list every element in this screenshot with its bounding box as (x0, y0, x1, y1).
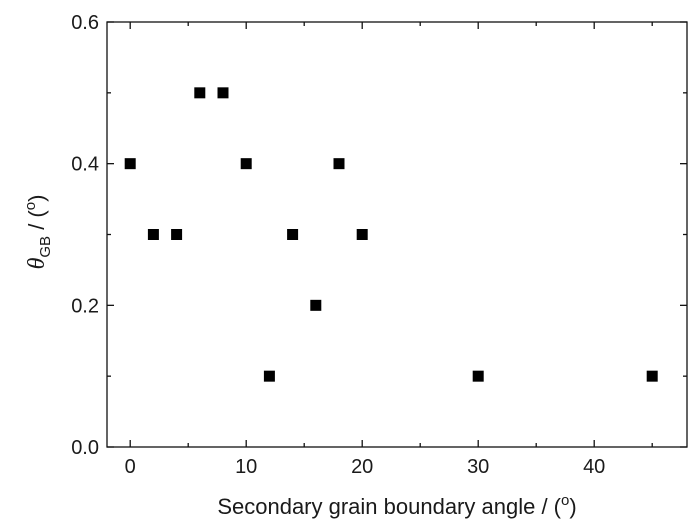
x-axis: 0 10 20 30 40 (125, 22, 653, 478)
data-point (287, 229, 299, 240)
data-points (124, 87, 658, 382)
data-point (240, 158, 252, 170)
data-point (263, 370, 275, 382)
data-point (194, 87, 206, 99)
data-point (333, 158, 345, 170)
y-tick-label: 0.2 (71, 295, 99, 317)
data-point (310, 299, 322, 311)
data-point (171, 229, 183, 240)
x-tick-label: 10 (235, 456, 257, 478)
x-axis-title: Secondary grain boundary angle / (o) (217, 492, 576, 519)
y-tick-label: 0.4 (71, 154, 99, 176)
data-point (356, 229, 368, 240)
data-point (646, 370, 658, 382)
data-point (124, 158, 136, 170)
x-tick-label: 30 (467, 456, 489, 478)
y-axis-title: θGB / (o) (22, 195, 54, 270)
x-tick-label: 0 (125, 456, 136, 478)
data-point (472, 370, 484, 382)
x-tick-label: 40 (583, 456, 605, 478)
y-tick-label: 0.0 (71, 437, 99, 459)
data-point (147, 229, 159, 240)
x-tick-label: 20 (351, 456, 373, 478)
y-tick-label: 0.6 (71, 12, 99, 34)
y-axis: 0.0 0.2 0.4 0.6 (71, 12, 687, 459)
data-point (217, 87, 229, 99)
plot-frame (106, 21, 688, 448)
